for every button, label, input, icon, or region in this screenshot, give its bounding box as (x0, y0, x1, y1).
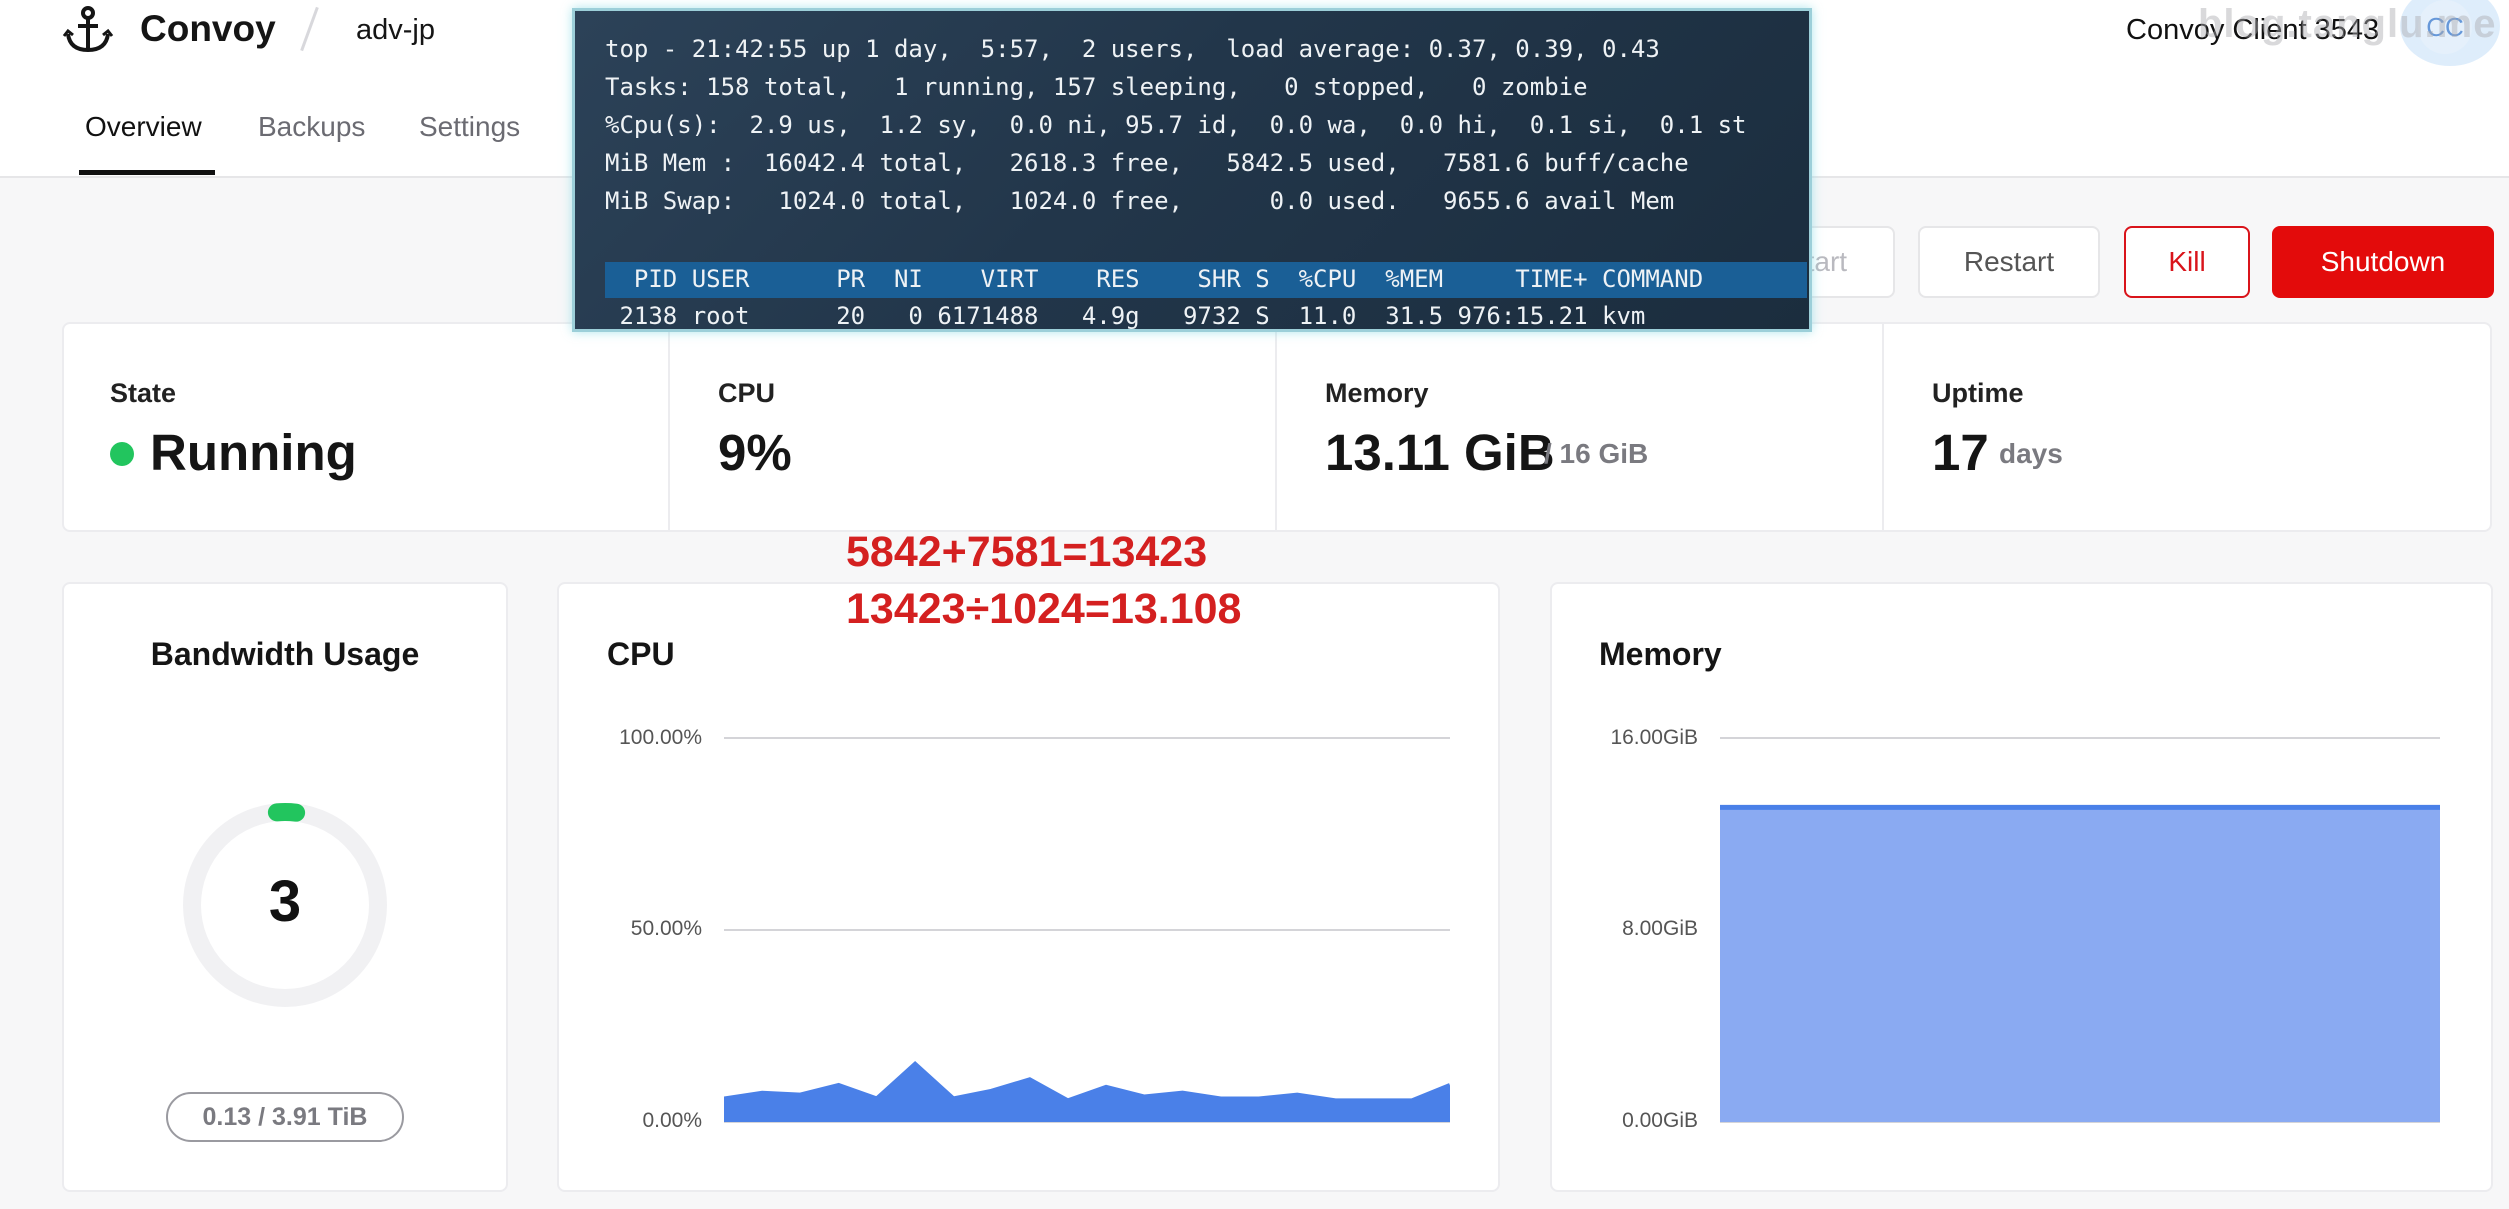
bandwidth-gauge-fill (183, 803, 387, 1007)
stat-divider (1275, 322, 1277, 532)
anchor-icon (62, 6, 114, 53)
cpu-tick-label: 50.00% (630, 917, 702, 940)
process-table-header: PID USER PR NI VIRT RES SHR S %CPU %MEM … (605, 265, 1704, 293)
cpu-chart-title: CPU (607, 636, 675, 672)
bandwidth-usage-badge: 0.13 / 3.91 TiB (166, 1092, 404, 1142)
stat-divider (668, 322, 670, 532)
watermark: blog.tanglu.me (2198, 2, 2497, 46)
brand-name[interactable]: Convoy (140, 8, 276, 49)
terminal-line: MiB Mem : 16042.4 total, 2618.3 free, 58… (605, 149, 1689, 177)
cpu-tick-label: 0.00% (642, 1109, 702, 1132)
status-dot-icon (110, 442, 134, 466)
restart-button[interactable]: Restart (1918, 226, 2100, 298)
series-area (724, 1064, 1450, 1122)
annotation-line-1: 5842+7581=13423 (846, 528, 1208, 576)
cpu-chart (724, 737, 1450, 1123)
terminal-line: top - 21:42:55 up 1 day, 5:57, 2 users, … (605, 35, 1660, 63)
state-label: State (110, 378, 177, 408)
terminal-line: MiB Swap: 1024.0 total, 1024.0 free, 0.0… (605, 187, 1675, 215)
cpu-tick-label: 100.00% (619, 726, 702, 749)
state-value: Running (150, 424, 357, 481)
stat-divider (1882, 322, 1884, 532)
memory-tick-label: 8.00GiB (1622, 917, 1698, 940)
process-table-header-bar (605, 262, 1807, 298)
bandwidth-card (62, 582, 508, 1192)
memory-chart-title: Memory (1599, 636, 1722, 672)
cpu-value: 9% (718, 424, 792, 481)
avatar[interactable]: CC (2418, 0, 2472, 54)
memory-total: / 16 GiB (1544, 438, 1649, 469)
bandwidth-value: 3 (268, 869, 302, 934)
bandwidth-gauge (183, 803, 387, 1007)
client-name[interactable]: Convoy Client 3543 (2126, 14, 2380, 46)
cpu-label: CPU (718, 378, 776, 408)
series-area (1720, 807, 2440, 1122)
terminal-overlay: top - 21:42:55 up 1 day, 5:57, 2 users, … (572, 8, 1812, 332)
kill-button[interactable]: Kill (2124, 226, 2250, 298)
memory-tick-label: 0.00GiB (1622, 1109, 1698, 1132)
stats-card (62, 322, 2492, 532)
memory-value: 13.11 GiB (1325, 424, 1555, 481)
bandwidth-title: Bandwidth Usage (150, 636, 420, 672)
uptime-unit: days (1999, 438, 2063, 469)
memory-chart (1720, 737, 2440, 1123)
active-tab-indicator (79, 170, 215, 175)
terminal-line: Tasks: 158 total, 1 running, 157 sleepin… (605, 73, 1588, 101)
uptime-label: Uptime (1932, 378, 2024, 408)
tab-backups[interactable]: Backups (258, 111, 366, 142)
uptime-value: 17 (1932, 424, 1989, 481)
annotation-line-2: 13423÷1024=13.108 (846, 585, 1242, 633)
tab-settings[interactable]: Settings (419, 111, 521, 142)
tab-overview[interactable]: Overview (85, 111, 202, 142)
series-line (724, 1061, 1450, 1104)
process-table-row: 2138 root 20 0 6171488 4.9g 9732 S 11.0 … (605, 302, 1646, 330)
memory-label: Memory (1325, 378, 1429, 408)
shutdown-button[interactable]: Shutdown (2272, 226, 2494, 298)
server-name[interactable]: adv-jp (356, 14, 435, 46)
terminal-line: %Cpu(s): 2.9 us, 1.2 sy, 0.0 ni, 95.7 id… (605, 111, 1747, 139)
memory-tick-label: 16.00GiB (1610, 726, 1698, 749)
